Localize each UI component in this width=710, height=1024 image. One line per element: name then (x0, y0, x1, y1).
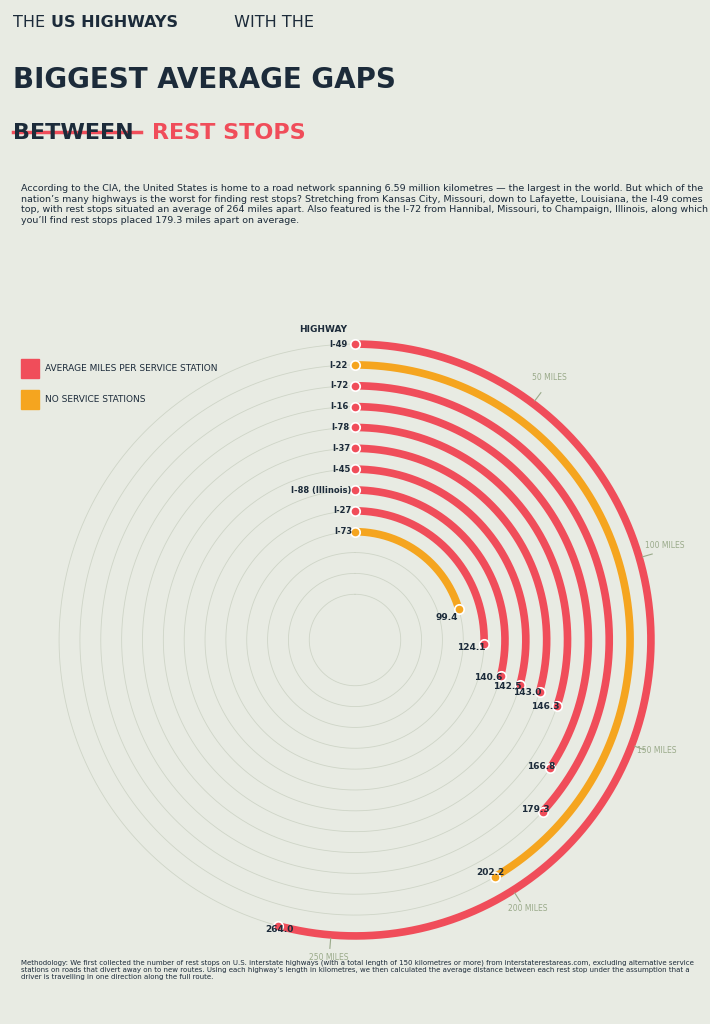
Text: AVERAGE MILES PER SERVICE STATION: AVERAGE MILES PER SERVICE STATION (45, 365, 218, 373)
Text: 124.1: 124.1 (457, 643, 486, 652)
Text: 200 MILES: 200 MILES (508, 904, 547, 913)
Text: NO SERVICE STATIONS: NO SERVICE STATIONS (45, 395, 146, 403)
Text: I-45: I-45 (332, 465, 351, 474)
Text: I-27: I-27 (334, 507, 351, 515)
Text: 142.5: 142.5 (493, 682, 522, 690)
Text: 166.8: 166.8 (528, 762, 556, 771)
Text: THE: THE (13, 15, 50, 31)
Text: I-88 (Illinois): I-88 (Illinois) (290, 485, 351, 495)
Text: According to the CIA, the United States is home to a road network spanning 6.59 : According to the CIA, the United States … (21, 184, 709, 224)
Text: REST STOPS: REST STOPS (152, 124, 305, 143)
Text: Methodology: We first collected the number of rest stops on U.S. interstate high: Methodology: We first collected the numb… (21, 959, 694, 980)
Text: 100 MILES: 100 MILES (645, 542, 685, 550)
Text: I-72: I-72 (330, 381, 349, 390)
FancyBboxPatch shape (21, 359, 39, 378)
Text: 250 MILES: 250 MILES (309, 952, 349, 962)
Text: 140.6: 140.6 (474, 673, 503, 682)
Text: 50 MILES: 50 MILES (532, 373, 567, 382)
Text: 179.3: 179.3 (520, 805, 550, 813)
Text: I-49: I-49 (329, 340, 347, 349)
Text: WITH THE: WITH THE (229, 15, 314, 31)
Text: 143.0: 143.0 (513, 688, 542, 697)
FancyBboxPatch shape (21, 390, 39, 409)
Text: I-37: I-37 (332, 443, 350, 453)
Text: I-78: I-78 (332, 423, 349, 432)
Text: 264.0: 264.0 (265, 925, 293, 934)
Text: HIGHWAY: HIGHWAY (299, 325, 347, 334)
Text: BIGGEST AVERAGE GAPS: BIGGEST AVERAGE GAPS (13, 66, 396, 94)
Text: US HIGHWAYS: US HIGHWAYS (50, 15, 178, 31)
Text: 146.3: 146.3 (531, 702, 559, 711)
Text: I-16: I-16 (331, 402, 349, 412)
Text: 202.2: 202.2 (476, 867, 504, 877)
Text: 99.4: 99.4 (435, 612, 458, 622)
Text: BETWEEN: BETWEEN (13, 124, 141, 143)
Text: 150 MILES: 150 MILES (637, 745, 677, 755)
Text: I-22: I-22 (329, 360, 348, 370)
Text: I-73: I-73 (334, 527, 352, 537)
